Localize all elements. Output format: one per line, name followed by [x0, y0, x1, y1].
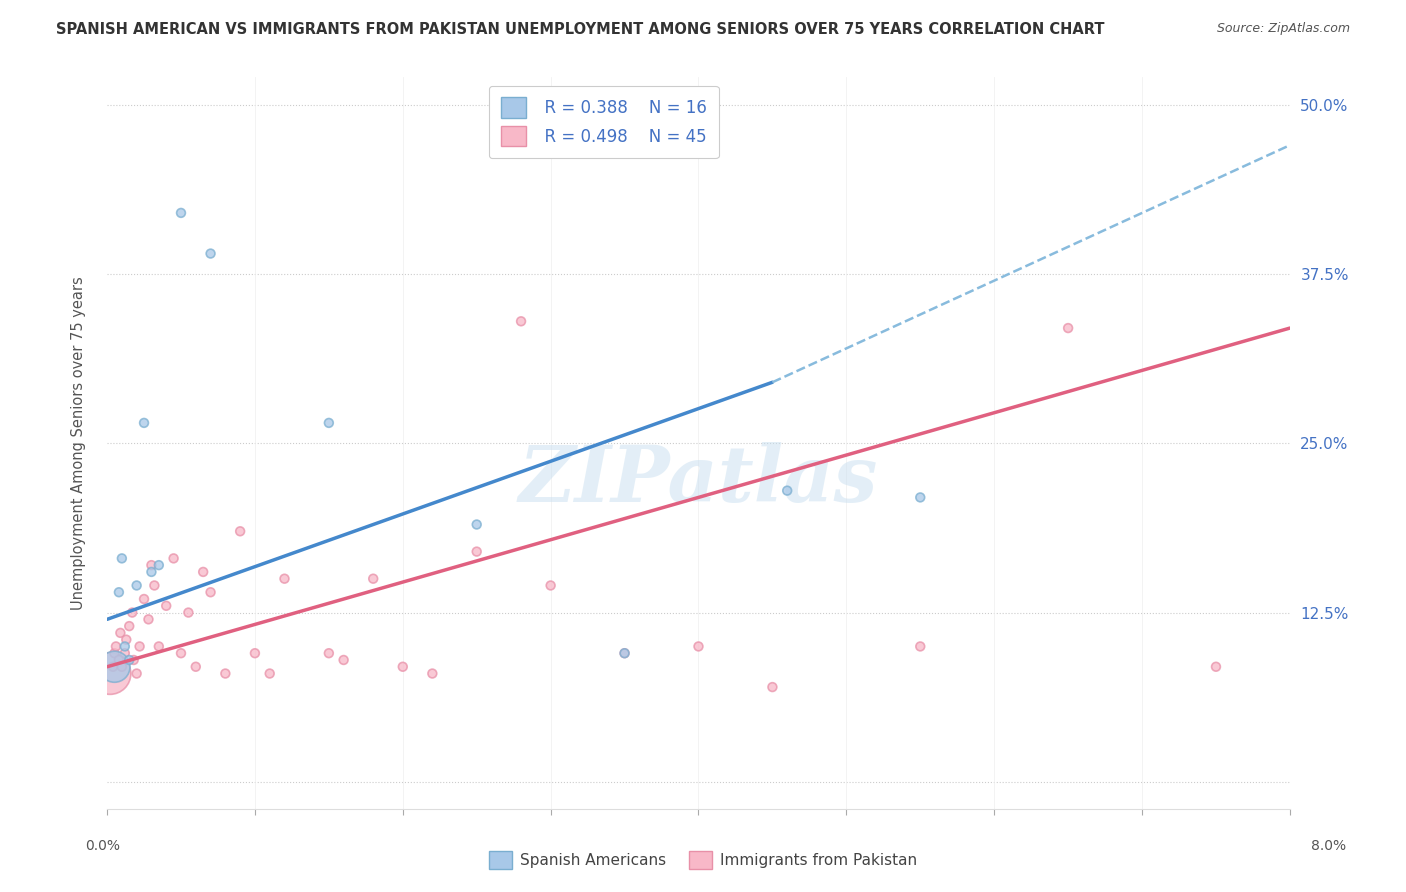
Point: [125, 578, 148, 592]
Point: [422, 666, 444, 681]
Point: [122, 653, 145, 667]
Point: [98, 666, 121, 681]
Point: [110, 626, 132, 640]
Point: [141, 558, 163, 573]
Point: [613, 646, 636, 660]
Point: [910, 491, 932, 505]
Point: [214, 666, 236, 681]
Point: [148, 558, 170, 573]
Point: [155, 599, 177, 613]
Point: [170, 206, 193, 220]
Point: [148, 640, 170, 654]
Point: [177, 606, 200, 620]
Point: [510, 314, 533, 328]
Point: [318, 646, 340, 660]
Point: [391, 659, 413, 673]
Point: [776, 483, 799, 498]
Point: [540, 578, 562, 592]
Point: [229, 524, 252, 539]
Point: [121, 606, 143, 620]
Point: [118, 653, 141, 667]
Point: [613, 646, 636, 660]
Point: [184, 659, 207, 673]
Point: [125, 666, 148, 681]
Point: [114, 646, 136, 660]
Point: [910, 640, 932, 654]
Point: [259, 666, 281, 681]
Text: Source: ZipAtlas.com: Source: ZipAtlas.com: [1216, 22, 1350, 36]
Point: [361, 572, 384, 586]
Point: [332, 653, 354, 667]
Point: [111, 659, 134, 673]
Legend:   R = 0.388    N = 16,   R = 0.498    N = 45: R = 0.388 N = 16, R = 0.498 N = 45: [489, 86, 718, 158]
Legend: Spanish Americans, Immigrants from Pakistan: Spanish Americans, Immigrants from Pakis…: [484, 845, 922, 875]
Point: [128, 640, 150, 654]
Point: [141, 565, 163, 579]
Point: [273, 572, 295, 586]
Point: [200, 585, 222, 599]
Point: [465, 544, 488, 558]
Point: [132, 416, 155, 430]
Point: [1205, 659, 1227, 673]
Point: [193, 565, 215, 579]
Text: ZIPatlas: ZIPatlas: [519, 442, 879, 518]
Point: [688, 640, 710, 654]
Point: [1057, 321, 1080, 335]
Point: [108, 585, 131, 599]
Text: 0.0%: 0.0%: [86, 839, 120, 853]
Point: [318, 416, 340, 430]
Point: [243, 646, 266, 660]
Point: [170, 646, 193, 660]
Point: [114, 640, 136, 654]
Text: SPANISH AMERICAN VS IMMIGRANTS FROM PAKISTAN UNEMPLOYMENT AMONG SENIORS OVER 75 : SPANISH AMERICAN VS IMMIGRANTS FROM PAKI…: [56, 22, 1105, 37]
Point: [103, 646, 125, 660]
Point: [162, 551, 184, 566]
Point: [143, 578, 166, 592]
Point: [103, 659, 125, 673]
Point: [111, 551, 134, 566]
Point: [200, 246, 222, 260]
Point: [115, 632, 138, 647]
Point: [104, 640, 127, 654]
Point: [108, 653, 131, 667]
Text: 8.0%: 8.0%: [1312, 839, 1346, 853]
Point: [118, 619, 141, 633]
Point: [761, 680, 783, 694]
Y-axis label: Unemployment Among Seniors over 75 years: Unemployment Among Seniors over 75 years: [72, 277, 86, 610]
Point: [132, 592, 155, 607]
Point: [101, 659, 124, 673]
Point: [138, 612, 160, 626]
Point: [465, 517, 488, 532]
